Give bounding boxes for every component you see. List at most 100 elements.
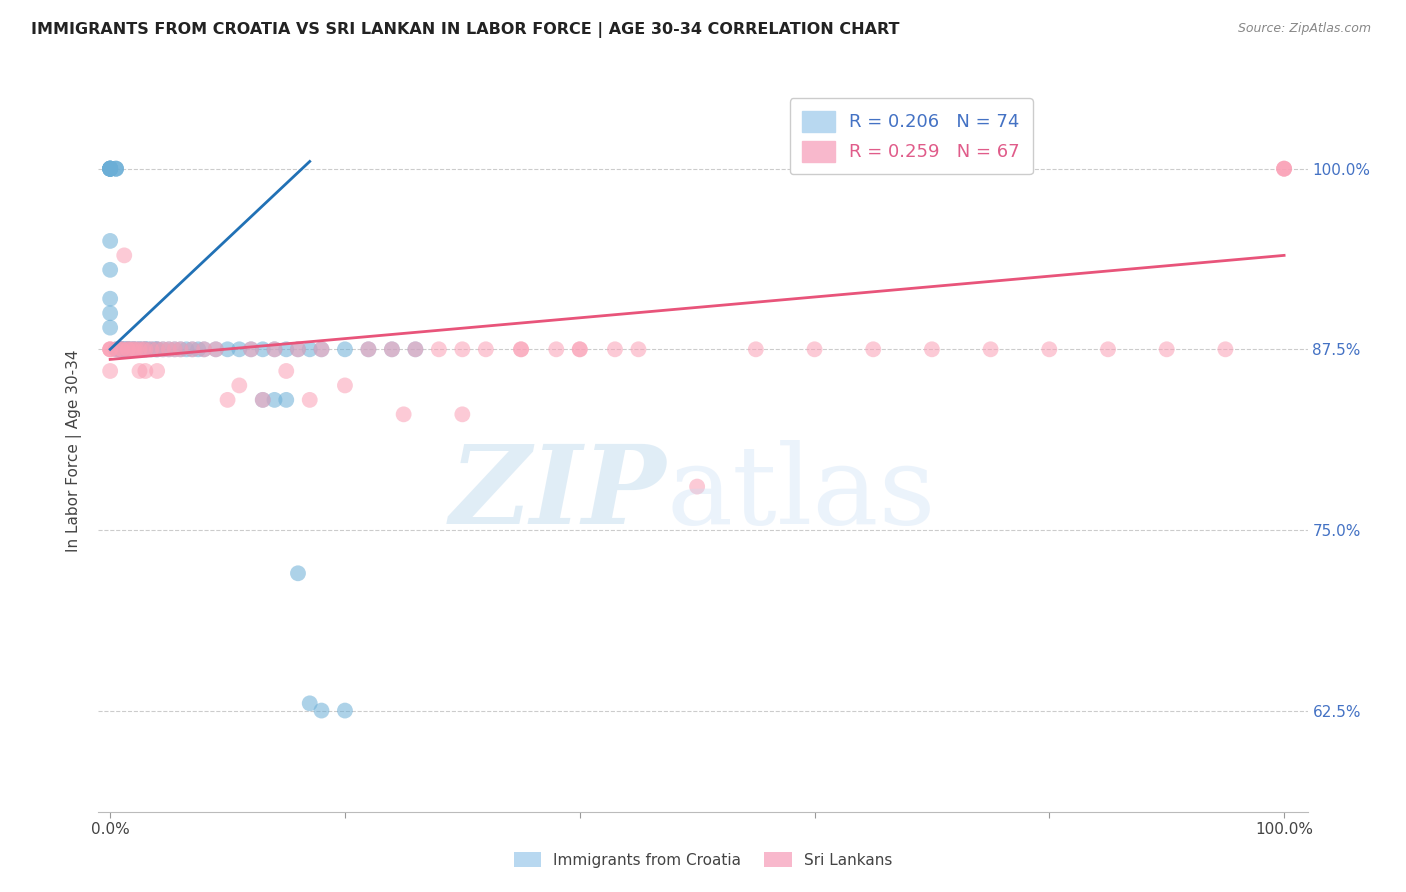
Point (381, 343, 404, 357)
Text: ZIP: ZIP (450, 440, 666, 548)
Point (298, 697, 321, 711)
Point (1215, 343, 1237, 357)
Point (132, 343, 155, 357)
Point (108, 343, 131, 357)
Point (122, 343, 145, 357)
Point (187, 343, 209, 357)
Point (98, 161, 121, 176)
Point (228, 378, 250, 392)
Point (217, 343, 239, 357)
Text: IMMIGRANTS FROM CROATIA VS SRI LANKAN IN LABOR FORCE | AGE 30-34 CORRELATION CHA: IMMIGRANTS FROM CROATIA VS SRI LANKAN IN… (31, 22, 900, 38)
Point (1272, 161, 1295, 176)
Point (157, 343, 180, 357)
Point (568, 343, 591, 357)
Point (152, 343, 174, 357)
Point (287, 343, 309, 357)
Point (117, 343, 139, 357)
Point (475, 343, 498, 357)
Point (134, 343, 156, 357)
Point (176, 343, 198, 357)
Point (136, 343, 159, 357)
Point (427, 343, 450, 357)
Point (125, 343, 148, 357)
Point (217, 392, 239, 407)
Point (114, 343, 136, 357)
Point (298, 392, 321, 407)
Point (333, 343, 356, 357)
Text: atlas: atlas (666, 441, 936, 548)
Point (287, 566, 309, 581)
Point (404, 343, 426, 357)
Point (357, 343, 380, 357)
Point (98, 306, 121, 320)
Point (240, 343, 263, 357)
Point (568, 343, 591, 357)
Point (510, 343, 533, 357)
Point (252, 343, 274, 357)
Point (117, 343, 139, 357)
Point (333, 378, 356, 392)
Point (263, 343, 285, 357)
Point (112, 248, 135, 262)
Point (132, 343, 155, 357)
Point (105, 161, 128, 176)
Point (921, 343, 943, 357)
Point (128, 364, 150, 378)
Point (98, 343, 121, 357)
Point (108, 343, 131, 357)
Point (311, 704, 333, 718)
Point (1272, 161, 1295, 176)
Point (510, 343, 533, 357)
Point (263, 392, 285, 407)
Point (392, 408, 415, 422)
Point (181, 343, 204, 357)
Point (105, 343, 128, 357)
Point (134, 343, 156, 357)
Y-axis label: In Labor Force | Age 30-34: In Labor Force | Age 30-34 (66, 349, 83, 552)
Legend: Immigrants from Croatia, Sri Lankans: Immigrants from Croatia, Sri Lankans (508, 846, 898, 873)
Point (163, 343, 186, 357)
Point (252, 392, 274, 407)
Point (111, 343, 134, 357)
Point (128, 343, 150, 357)
Point (128, 343, 150, 357)
Point (287, 343, 309, 357)
Point (141, 343, 163, 357)
Point (311, 343, 333, 357)
Point (110, 343, 132, 357)
Point (98, 234, 121, 248)
Point (204, 343, 226, 357)
Point (311, 343, 333, 357)
Point (228, 343, 250, 357)
Point (120, 343, 142, 357)
Text: Source: ZipAtlas.com: Source: ZipAtlas.com (1237, 22, 1371, 36)
Point (98, 161, 121, 176)
Point (98, 343, 121, 357)
Point (98, 161, 121, 176)
Point (152, 343, 174, 357)
Point (276, 343, 298, 357)
Point (143, 343, 166, 357)
Point (122, 343, 145, 357)
Point (451, 343, 474, 357)
Point (120, 343, 142, 357)
Point (141, 343, 163, 357)
Point (163, 343, 186, 357)
Point (169, 343, 191, 357)
Point (105, 161, 128, 176)
Point (1097, 343, 1119, 357)
Point (1038, 343, 1060, 357)
Point (263, 343, 285, 357)
Point (98, 364, 121, 378)
Point (98, 320, 121, 334)
Point (134, 343, 156, 357)
Point (98, 161, 121, 176)
Point (803, 343, 825, 357)
Point (333, 704, 356, 718)
Point (112, 343, 135, 357)
Point (862, 343, 884, 357)
Point (111, 343, 134, 357)
Point (98, 161, 121, 176)
Legend: R = 0.206   N = 74, R = 0.259   N = 67: R = 0.206 N = 74, R = 0.259 N = 67 (790, 98, 1032, 174)
Point (128, 343, 150, 357)
